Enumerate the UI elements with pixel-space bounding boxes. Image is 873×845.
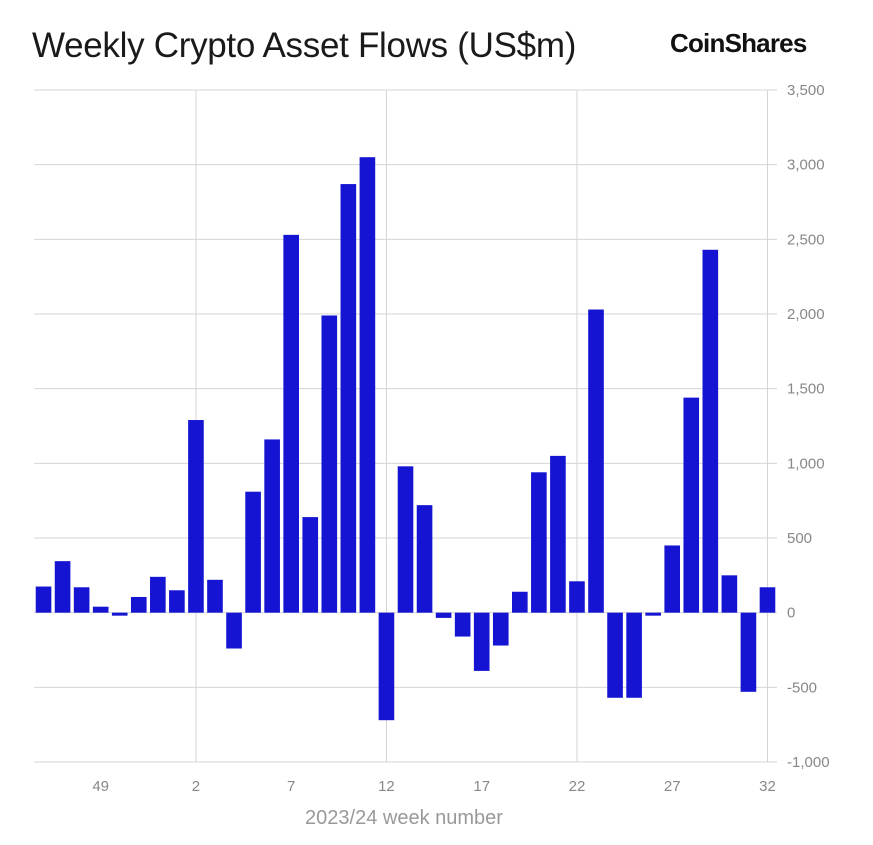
y-tick-label: 2,500 <box>787 231 825 248</box>
x-tick-label: 7 <box>287 778 295 795</box>
bar <box>111 612 128 616</box>
bar <box>531 472 547 613</box>
bar <box>92 606 109 613</box>
coinshares-logo: CoinShares <box>670 28 807 58</box>
bar <box>664 545 681 613</box>
bar-series <box>35 157 776 721</box>
y-tick-label: -500 <box>787 679 817 696</box>
bar <box>283 234 300 613</box>
y-tick-label: 2,000 <box>787 306 825 323</box>
gridlines <box>34 89 777 763</box>
y-axis-ticks: -1,000 -500 0 500 1,000 1,500 2,000 2,500 3,000 3… <box>787 82 830 771</box>
bar <box>454 612 471 637</box>
bar <box>321 315 338 613</box>
x-tick-label: 2 <box>192 778 200 795</box>
bar <box>35 586 52 613</box>
x-tick-label: 17 <box>473 778 490 795</box>
y-tick-label: 3,500 <box>787 82 825 99</box>
bar <box>759 587 776 613</box>
bar <box>340 184 357 613</box>
bar <box>207 579 223 613</box>
bar <box>54 561 71 613</box>
bar <box>359 157 376 613</box>
chart-title: Weekly Crypto Asset Flows (US$m) <box>32 26 577 65</box>
bar <box>130 596 147 613</box>
bar <box>226 612 242 649</box>
x-tick-label: 12 <box>378 778 395 795</box>
bar <box>492 612 509 646</box>
bar <box>588 309 604 613</box>
bar <box>645 612 661 616</box>
x-tick-label: 32 <box>759 778 776 795</box>
x-axis-label: 2023/24 week number <box>305 807 503 829</box>
bar <box>721 575 738 613</box>
bar <box>378 612 395 721</box>
bar <box>740 612 757 692</box>
x-tick-label: 49 <box>92 778 109 795</box>
bar <box>435 612 452 618</box>
bar <box>169 590 185 613</box>
bar <box>416 505 433 613</box>
bar <box>245 491 261 613</box>
bar <box>550 455 566 613</box>
bar <box>397 466 414 613</box>
y-tick-label: 3,000 <box>787 157 825 174</box>
bar <box>302 517 319 613</box>
x-tick-label: 27 <box>664 778 681 795</box>
bar <box>683 397 700 613</box>
bar <box>188 420 204 613</box>
bar <box>626 612 642 698</box>
y-tick-label: 500 <box>787 530 812 547</box>
bar <box>73 587 90 613</box>
y-tick-label: 1,000 <box>787 455 825 472</box>
y-tick-label: -1,000 <box>787 754 830 771</box>
x-tick-label: 22 <box>569 778 586 795</box>
y-tick-label: 1,500 <box>787 381 825 398</box>
bar <box>569 581 585 613</box>
bar <box>607 612 623 698</box>
bar <box>473 612 490 671</box>
bar <box>150 576 166 613</box>
x-axis-ticks: 49 2 7 12 17 22 27 32 <box>92 778 775 795</box>
bar <box>511 591 528 613</box>
bar <box>264 439 280 613</box>
y-tick-label: 0 <box>787 605 795 622</box>
bar <box>702 249 719 613</box>
